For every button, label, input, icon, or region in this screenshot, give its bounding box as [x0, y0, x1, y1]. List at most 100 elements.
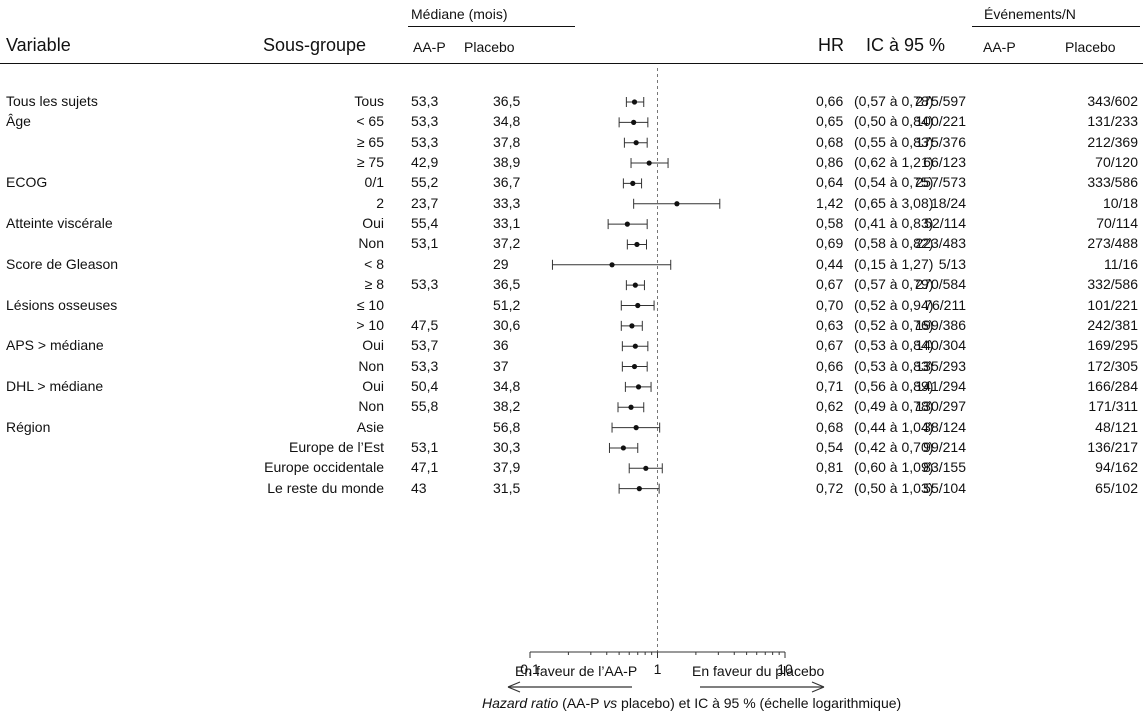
row-median-placebo: 38,2 [493, 398, 521, 415]
favor-left-arrowhead [507, 681, 521, 693]
row-hr: 0,64 [816, 174, 844, 191]
row-median-aap: 23,7 [411, 194, 439, 211]
row-median-placebo: 33,3 [493, 194, 521, 211]
row-median-placebo: 36,5 [493, 93, 521, 109]
row-hr: 0,68 [816, 133, 844, 150]
row-variable: Score de Gleason [6, 255, 119, 272]
row-subgroup: ≥ 75 [356, 154, 384, 171]
row-events-placebo: 101/221 [1087, 296, 1138, 313]
row-events-placebo: 171/311 [1088, 398, 1138, 415]
row-variable: Âge [6, 113, 31, 130]
row-ci: (0,62 à 1,21) [854, 154, 934, 171]
row-events-placebo: 48/121 [1095, 418, 1138, 435]
row-events-aap: 141/294 [915, 377, 966, 394]
row-subgroup: Europe de l’Est [289, 438, 384, 455]
row-hr: 0,71 [816, 377, 844, 394]
hr-point [628, 404, 634, 410]
row-median-aap: 55,2 [411, 174, 439, 191]
row-median-placebo: 29 [493, 255, 509, 272]
x-axis-label: Hazard ratio (AA-P vs placebo) et IC à 9… [482, 696, 901, 710]
row-ci: (0,53 à 0,84) [854, 337, 934, 354]
row-events-aap: 100/221 [915, 113, 966, 130]
row-subgroup: < 8 [364, 255, 384, 272]
row-median-aap: 55,4 [411, 215, 439, 232]
row-median-placebo: 30,6 [493, 316, 521, 333]
x-tick-label: 10 [777, 661, 793, 677]
row-hr: 0,65 [816, 113, 844, 130]
row-median-aap: 47,5 [411, 316, 439, 333]
row-hr: 0,66 [816, 93, 844, 109]
row-ci: (0,50 à 1,03) [854, 479, 934, 496]
hr-point [629, 323, 635, 329]
row-median-aap: 47,1 [411, 459, 439, 476]
hr-point [643, 465, 649, 471]
row-median-placebo: 36,5 [493, 276, 521, 293]
row-median-aap: 53,1 [411, 235, 439, 252]
row-ci: (0,52 à 0,76) [854, 316, 934, 333]
row-median-placebo: 30,3 [493, 438, 521, 455]
row-subgroup: 2 [376, 194, 384, 211]
row-variable: Tous les sujets [6, 93, 98, 109]
row-events-placebo: 70/120 [1095, 154, 1138, 171]
row-subgroup: ≥ 65 [356, 133, 384, 150]
row-ci: (0,49 à 0,78) [854, 398, 934, 415]
row-events-placebo: 65/102 [1095, 479, 1138, 496]
row-events-aap: 175/376 [915, 133, 966, 150]
hr-point [632, 343, 638, 349]
row-hr: 0,66 [816, 357, 844, 374]
row-events-aap: 270/584 [915, 276, 966, 293]
row-events-aap: 55/104 [923, 479, 966, 496]
row-ci: (0,60 à 1,09) [854, 459, 934, 476]
row-median-aap: 53,1 [411, 438, 439, 455]
row-subgroup: Non [358, 357, 384, 374]
row-events-placebo: 212/369 [1087, 133, 1138, 150]
header-bottom-line [0, 63, 1143, 64]
x-axis-label-italic-1: Hazard ratio [482, 695, 559, 711]
row-events-aap: 140/304 [915, 337, 966, 354]
row-ci: (0,50 à 0,84) [854, 113, 934, 130]
row-median-aap: 42,9 [411, 154, 439, 171]
row-events-aap: 5/13 [938, 255, 966, 272]
row-ci: (0,65 à 3,08) [854, 194, 934, 211]
events-placebo-header: Placebo [1065, 39, 1116, 55]
row-events-placebo: 131/233 [1087, 113, 1138, 130]
row-events-aap: 257/573 [915, 174, 966, 191]
row-hr: 0,86 [816, 154, 844, 171]
favor-left-label: En faveur de l’AA-P [515, 663, 638, 679]
row-hr: 0,67 [816, 276, 844, 293]
row-ci: (0,41 à 0,83) [854, 215, 934, 232]
row-median-aap: 53,3 [411, 357, 439, 374]
hr-point [633, 140, 639, 146]
hr-point [630, 180, 636, 186]
row-events-aap: 275/597 [915, 93, 966, 109]
x-tick-label: 1 [654, 661, 662, 677]
row-hr: 0,70 [816, 296, 844, 313]
row-ci: (0,57 à 0,78) [854, 93, 934, 109]
row-subgroup: Oui [362, 337, 384, 354]
row-events-aap: 199/386 [915, 316, 966, 333]
hr-point [636, 486, 642, 492]
row-median-aap: 50,4 [411, 377, 439, 394]
row-events-placebo: 172/305 [1087, 357, 1138, 374]
median-group-underline [408, 26, 575, 27]
row-ci: (0,53 à 0,83) [854, 357, 934, 374]
row-median-placebo: 34,8 [493, 113, 521, 130]
row-hr: 0,68 [816, 418, 844, 435]
row-subgroup: ≤ 10 [356, 296, 384, 313]
row-variable: Région [6, 418, 51, 435]
row-hr: 0,54 [816, 438, 844, 455]
row-events-placebo: 333/586 [1087, 174, 1138, 191]
row-events-aap: 66/123 [923, 154, 966, 171]
row-median-aap: 55,8 [411, 398, 439, 415]
row-variable: Atteinte viscérale [6, 215, 113, 232]
row-hr: 1,42 [816, 194, 844, 211]
row-variable: ECOG [6, 174, 48, 191]
row-ci: (0,52 à 0,94) [854, 296, 934, 313]
hr-point [631, 363, 638, 370]
row-median-aap: 53,3 [411, 113, 439, 130]
x-tick-label: 0,1 [520, 661, 540, 677]
favor-right-arrowhead [811, 681, 825, 693]
x-axis-label-part-3: placebo) et IC à 95 % (échelle logarithm… [617, 695, 902, 711]
row-ci: (0,55 à 0,83) [854, 133, 934, 150]
row-variable: APS > médiane [6, 337, 104, 354]
